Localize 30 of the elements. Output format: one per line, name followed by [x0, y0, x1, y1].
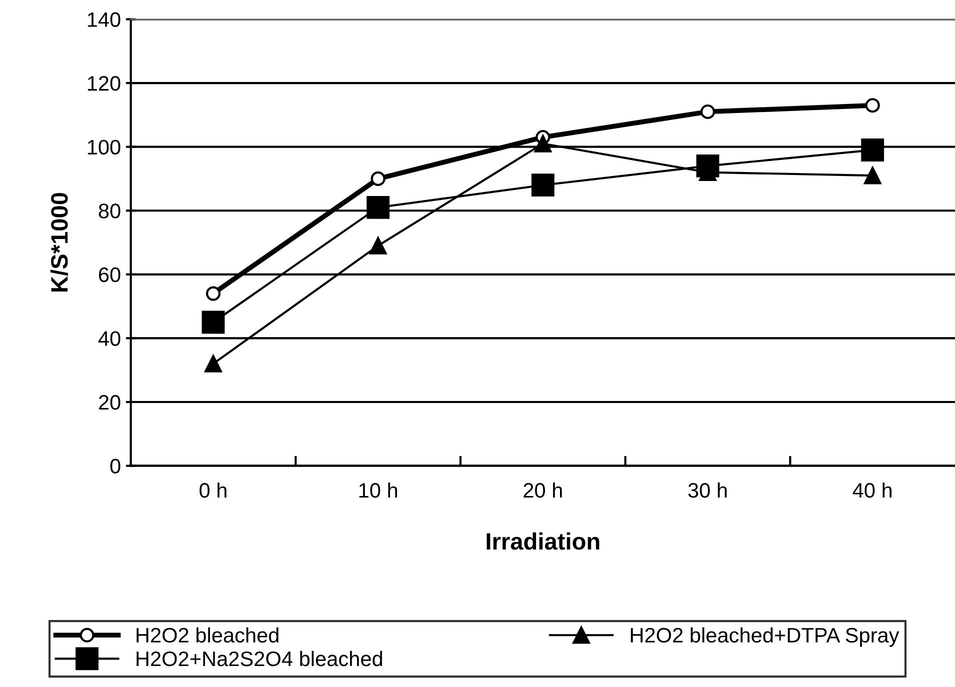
point	[369, 237, 387, 254]
point	[202, 310, 225, 334]
y-axis-title: K/S*1000	[50, 192, 68, 292]
point	[366, 196, 390, 219]
point	[206, 286, 221, 301]
point	[204, 355, 222, 372]
y-tick-label: 100	[88, 140, 120, 155]
legend-label: H2O2 bleached+DTPA Spray	[630, 627, 900, 647]
y-tick-label: 120	[88, 76, 120, 91]
x-tick-label: 40 h	[852, 482, 892, 498]
x-tick-label: 30 h	[688, 482, 727, 498]
point	[861, 138, 884, 162]
y-tick-label: 60	[99, 267, 120, 282]
x-tick-label: 20 h	[524, 482, 562, 498]
legend-label: H2O2+Na2S2O4 bleached	[136, 650, 382, 666]
point	[865, 98, 880, 113]
y-tick-label: 140	[88, 12, 120, 27]
point	[700, 104, 716, 120]
x-axis-title: Irradiation	[486, 532, 600, 550]
point	[531, 174, 554, 197]
legend-label: H2O2 bleached	[136, 627, 278, 643]
point	[370, 171, 386, 186]
x-tick-label: 0 h	[200, 482, 226, 498]
point	[864, 166, 882, 184]
y-tick-label: 20	[98, 394, 120, 410]
y-tick-label: 80	[98, 204, 120, 218]
y-tick-label: 40	[98, 331, 120, 346]
x-tick-label: 10 h	[359, 482, 398, 498]
y-tick-label: 0	[110, 458, 120, 474]
point	[534, 134, 552, 152]
